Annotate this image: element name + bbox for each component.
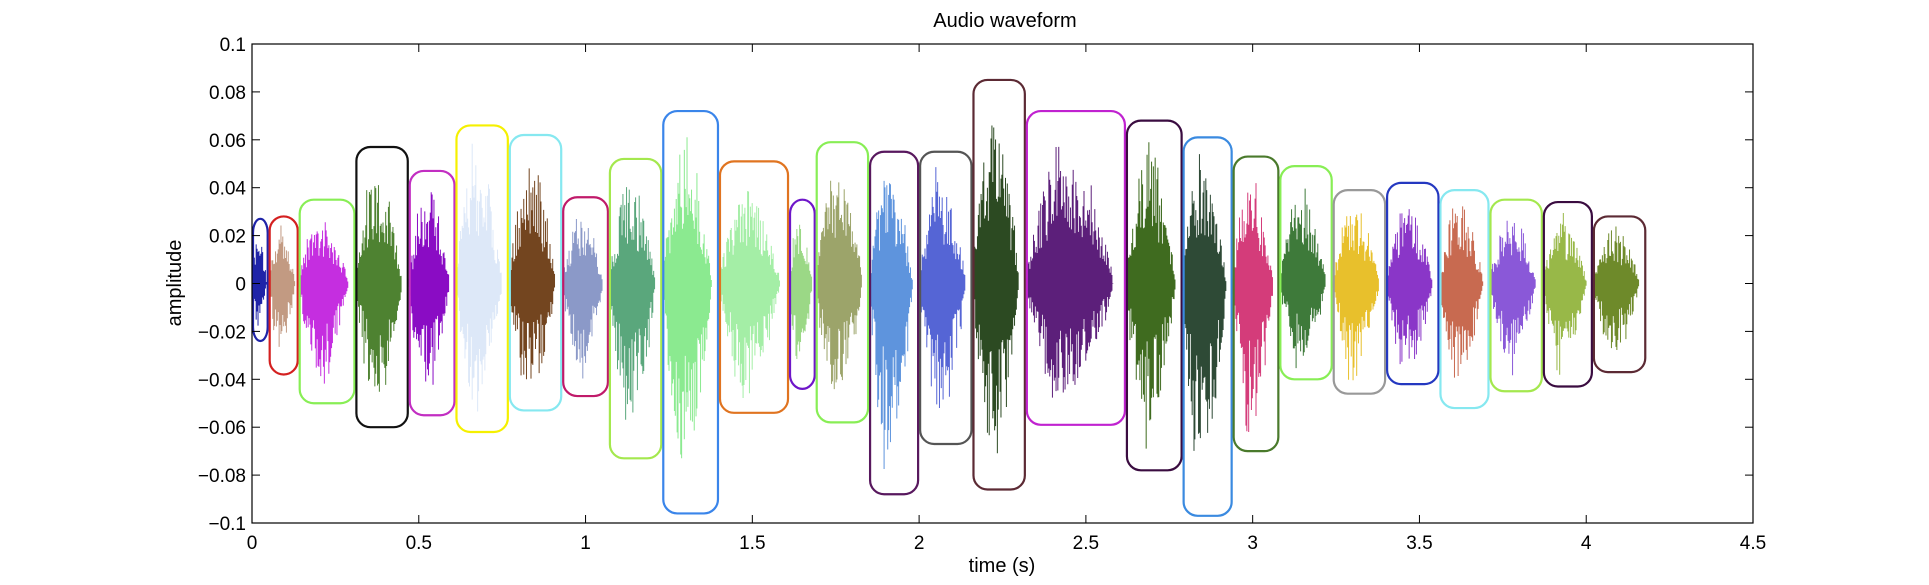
segment-box-24 <box>1439 188 1490 410</box>
segment-box-27 <box>1592 215 1647 374</box>
segment-box-26 <box>1542 200 1593 388</box>
y-axis-title: amplitude <box>164 240 186 327</box>
segment-box-18 <box>1125 119 1183 472</box>
waveform-layer <box>251 125 1640 470</box>
segment-box-17 <box>1025 109 1127 426</box>
x-tick-label: 4 <box>1581 533 1592 554</box>
segment-box-19 <box>1182 136 1233 517</box>
y-tick-label: −0.06 <box>198 418 246 439</box>
segment-box-12 <box>788 198 816 390</box>
x-tick-label: 3 <box>1247 533 1258 554</box>
segment-box-8 <box>562 196 610 398</box>
x-tick-label: 1.5 <box>739 533 765 554</box>
segment-box-25 <box>1489 198 1543 393</box>
y-tick-label: −0.1 <box>208 514 246 535</box>
segment-box-14 <box>868 150 920 496</box>
y-tick-label: 0.06 <box>209 131 246 152</box>
x-tick-label: 3.5 <box>1406 533 1432 554</box>
segment-box-15 <box>919 150 973 446</box>
segment-box-9 <box>608 157 663 460</box>
segment-box-6 <box>455 124 509 434</box>
segment-box-2 <box>268 215 299 376</box>
y-tick-label: 0 <box>235 275 246 296</box>
segment-box-22 <box>1332 188 1387 395</box>
x-tick-label: 2 <box>914 533 925 554</box>
segment-box-23 <box>1385 181 1440 386</box>
y-axis: −0.1 −0.08 −0.06 −0.04 −0.02 0 0.02 0.04 0.06 0.0… <box>198 35 1753 535</box>
segment-box-10 <box>662 109 720 515</box>
segment-box-13 <box>815 141 870 424</box>
segment-box-1 <box>251 217 269 343</box>
y-tick-label: −0.02 <box>198 322 246 343</box>
y-tick-label: −0.04 <box>198 370 247 391</box>
y-tick-label: 0.04 <box>209 179 246 200</box>
segment-box-11 <box>718 160 790 414</box>
x-tick-label: 4.5 <box>1740 533 1766 554</box>
plot-area <box>251 43 1754 524</box>
y-tick-label: 0.02 <box>209 227 246 248</box>
segment-box-layer <box>251 78 1647 517</box>
y-tick-label: 0.08 <box>209 83 246 104</box>
y-tick-label: 0.1 <box>220 35 246 56</box>
x-tick-label: 0 <box>247 533 258 554</box>
segment-box-4 <box>355 145 409 429</box>
segment-box-5 <box>408 169 456 417</box>
x-tick-label: 1 <box>580 533 591 554</box>
y-tick-label: −0.08 <box>198 466 246 487</box>
x-tick-label: 0.5 <box>406 533 432 554</box>
x-axis-title: time (s) <box>969 555 1036 577</box>
x-axis: 0 0.5 1 1.5 2 2.5 3 3.5 4 4.5 <box>247 44 1766 554</box>
segment-box-7 <box>508 133 563 412</box>
x-tick-label: 2.5 <box>1073 533 1099 554</box>
segment-box-20 <box>1232 155 1280 453</box>
segment-box-3 <box>298 198 356 405</box>
segment-box-16 <box>972 78 1026 491</box>
segment-box-21 <box>1279 165 1333 381</box>
chart-title: Audio waveform <box>933 10 1076 32</box>
